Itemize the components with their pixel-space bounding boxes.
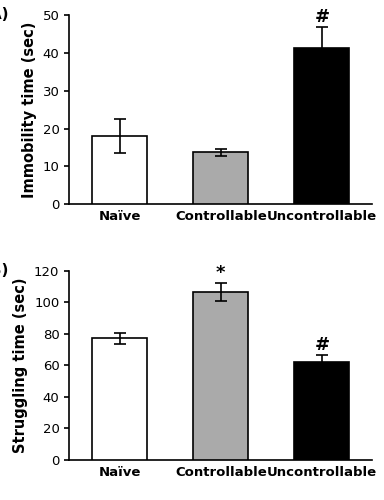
Bar <box>92 136 147 204</box>
Text: (B): (B) <box>0 263 10 278</box>
Y-axis label: Immobility time (sec): Immobility time (sec) <box>22 22 37 198</box>
Bar <box>295 362 349 460</box>
Bar <box>193 152 248 204</box>
Text: #: # <box>314 336 329 354</box>
Text: (A): (A) <box>0 8 10 22</box>
Bar <box>295 48 349 204</box>
Bar <box>92 338 147 460</box>
Y-axis label: Struggling time (sec): Struggling time (sec) <box>13 278 28 453</box>
Bar <box>193 292 248 460</box>
Text: #: # <box>314 8 329 26</box>
Text: *: * <box>216 264 225 281</box>
